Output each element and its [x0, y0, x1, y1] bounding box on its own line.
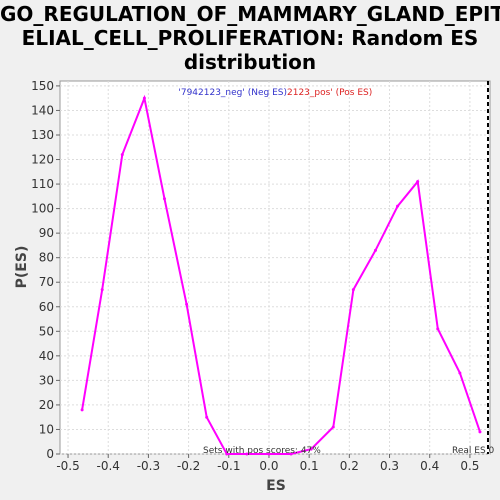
data-point	[416, 180, 420, 184]
x-tick-label: -0.3	[137, 459, 160, 473]
y-tick-label: 90	[39, 226, 54, 240]
data-point	[185, 302, 189, 306]
chart-title-line-3: distribution	[183, 50, 317, 74]
x-tick-label: 0.5	[460, 459, 479, 473]
x-tick-label: 0.2	[340, 459, 359, 473]
data-point	[142, 96, 146, 100]
data-point	[436, 327, 440, 331]
data-point	[289, 452, 293, 456]
data-point	[351, 288, 355, 292]
data-point	[245, 452, 249, 456]
x-tick-label: -0.2	[177, 459, 200, 473]
pos-scores-label: Sets with pos scores: 47%	[203, 446, 321, 456]
y-tick-label: 80	[39, 251, 54, 265]
y-tick-label: 150	[31, 79, 54, 93]
pos-es-label: 2123_pos' (Pos ES)	[287, 88, 372, 98]
data-point	[267, 452, 271, 456]
real-es-label: Real ES 0	[452, 446, 495, 456]
data-point	[80, 408, 84, 412]
x-tick-label: -0.4	[97, 459, 120, 473]
x-tick-label: 0.0	[259, 459, 278, 473]
y-tick-label: 0	[46, 447, 54, 461]
y-axis-label: P(ES)	[14, 246, 30, 289]
y-tick-label: 140	[31, 103, 54, 117]
y-tick-label: 120	[31, 153, 54, 167]
x-tick-label: -0.1	[217, 459, 240, 473]
series-points	[80, 96, 482, 456]
y-tick-label: 20	[39, 398, 54, 412]
data-point	[373, 248, 377, 252]
x-tick-label: 0.3	[380, 459, 399, 473]
x-tick-label: -0.5	[56, 459, 79, 473]
chart-title-line-1: GO_REGULATION_OF_MAMMARY_GLAND_EPITH	[0, 2, 500, 26]
data-point	[478, 430, 482, 434]
data-point	[331, 425, 335, 429]
data-point	[205, 415, 209, 419]
y-tick-label: 40	[39, 349, 54, 363]
chart-title-line-2: ELIAL_CELL_PROLIFERATION: Random ES	[21, 26, 479, 50]
y-tick-label: 10	[39, 422, 54, 436]
y-tick-label: 70	[39, 275, 54, 289]
data-point	[309, 447, 313, 451]
neg-es-label: '7942123_neg' (Neg ES)	[178, 88, 287, 98]
plot-area	[59, 80, 491, 455]
series-line	[81, 94, 481, 455]
y-tick-label: 60	[39, 300, 54, 314]
y-tick-label: 50	[39, 324, 54, 338]
y-axis-ticks: 0 10 20 30 40 50 60 70 80 90 100 110 120 130 140 150	[31, 79, 60, 461]
data-point	[100, 288, 104, 292]
y-tick-label: 130	[31, 128, 54, 142]
data-point	[120, 153, 124, 157]
x-tick-label: 0.1	[300, 459, 319, 473]
data-point	[225, 452, 229, 456]
data-point	[396, 204, 400, 208]
y-tick-label: 100	[31, 202, 54, 216]
x-axis-ticks: -0.5 -0.4 -0.3 -0.2 -0.1 0.0 0.1 0.2 0.3 0.4 0.5	[56, 454, 479, 473]
data-point	[162, 197, 166, 201]
data-point	[458, 371, 462, 375]
x-axis-label: ES	[266, 478, 286, 494]
y-tick-label: 110	[31, 177, 54, 191]
x-tick-label: 0.4	[420, 459, 439, 473]
y-tick-label: 30	[39, 373, 54, 387]
chart-title: GO_REGULATION_OF_MAMMARY_GLAND_EPITH ELI…	[0, 2, 500, 74]
